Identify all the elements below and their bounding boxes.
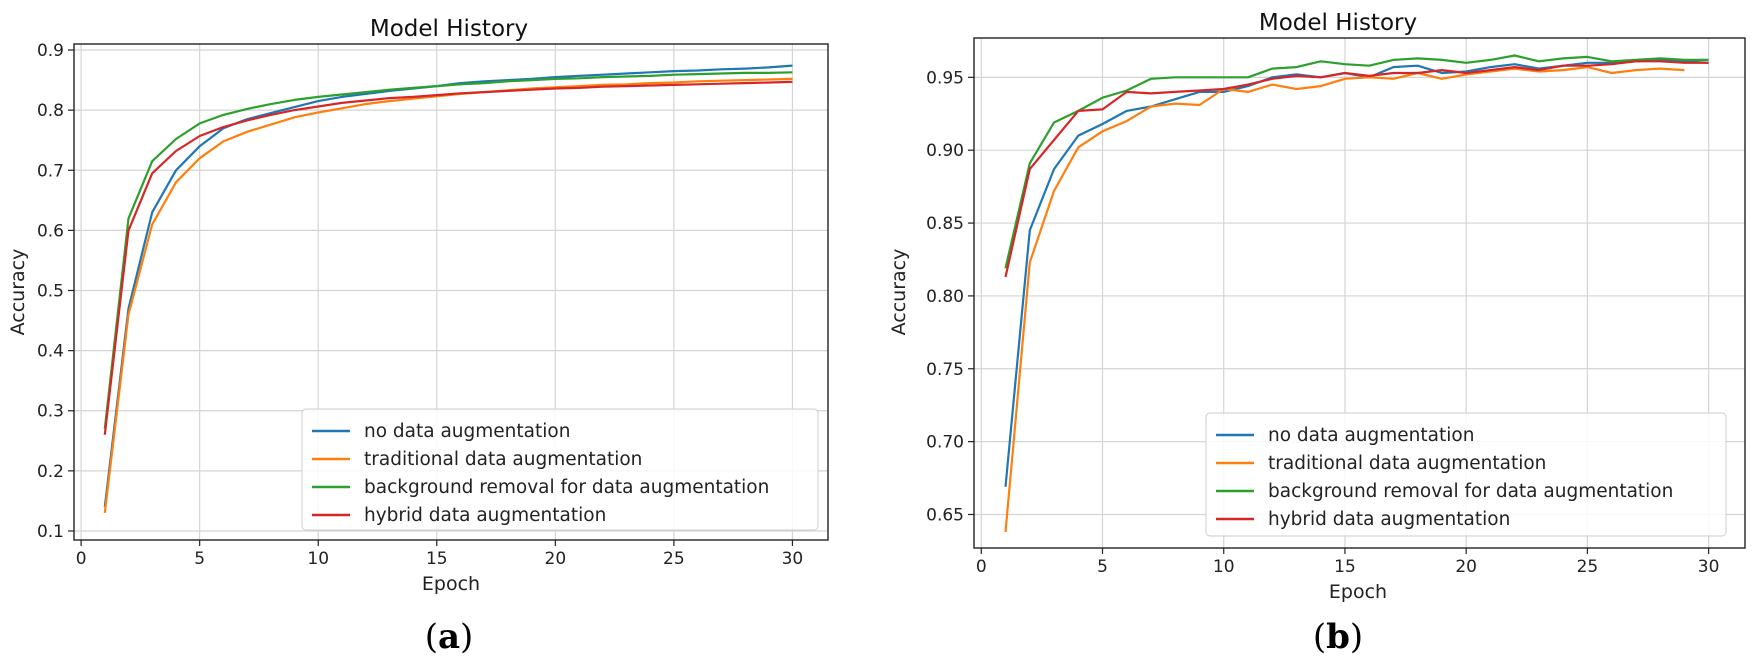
x-tick-label: 25 <box>663 549 685 569</box>
y-tick-label: 0.70 <box>926 433 964 453</box>
series-line-2 <box>1004 65 1685 533</box>
y-tick-label: 0.85 <box>926 214 964 234</box>
x-tick-label: 25 <box>1577 557 1599 577</box>
y-tick-label: 0.8 <box>37 101 64 121</box>
y-tick-label: 0.80 <box>926 287 964 307</box>
y-tick-label: 0.1 <box>37 522 64 542</box>
y-tick-label: 0.2 <box>37 462 64 482</box>
legend-label: background removal for data augmentation <box>1268 481 1673 502</box>
x-tick-label: 15 <box>426 549 448 569</box>
x-tick-label: 0 <box>76 549 87 569</box>
y-tick-label: 0.90 <box>926 141 964 161</box>
y-tick-label: 0.75 <box>926 360 964 380</box>
legend-label: background removal for data augmentation <box>364 477 769 498</box>
legend-label: no data augmentation <box>1268 425 1474 446</box>
chart-a-caption-letter: a <box>438 617 460 657</box>
series-line-3 <box>103 71 793 429</box>
legend-label: hybrid data augmentation <box>364 505 606 526</box>
chart-a-y-ticks: 0.1 0.2 0.3 0.4 0.5 0.6 0.7 0.8 0.9 <box>37 41 74 542</box>
legend-label: traditional data augmentation <box>1268 453 1546 474</box>
y-tick-label: 0.5 <box>37 281 64 301</box>
chart-b-title: Model History <box>1259 10 1417 36</box>
chart-a-lines <box>103 64 793 514</box>
x-tick-label: 0 <box>976 557 987 577</box>
y-tick-label: 0.9 <box>37 41 64 61</box>
x-tick-label: 10 <box>307 549 329 569</box>
series-line-4 <box>103 80 793 435</box>
x-tick-label: 30 <box>1698 557 1720 577</box>
chart-b-x-label: Epoch <box>1329 581 1387 603</box>
y-tick-label: 0.7 <box>37 161 64 181</box>
chart-b-caption-letter: b <box>1326 617 1350 657</box>
y-tick-label: 0.4 <box>37 342 64 362</box>
chart-b-x-ticks: 0 5 10 15 20 25 30 <box>976 548 1720 577</box>
chart-a-caption: (a) <box>425 617 474 657</box>
legend-label: hybrid data augmentation <box>1268 509 1510 530</box>
chart-a-legend: no data augmentation traditional data aug… <box>301 408 819 531</box>
chart-a-title: Model History <box>370 16 528 42</box>
chart-a-grid <box>74 44 828 540</box>
x-tick-label: 20 <box>1455 557 1477 577</box>
x-tick-label: 10 <box>1213 557 1235 577</box>
chart-b-legend-box <box>1205 412 1727 537</box>
y-tick-label: 0.95 <box>926 68 964 88</box>
x-tick-label: 5 <box>1097 557 1108 577</box>
x-tick-label: 20 <box>545 549 567 569</box>
x-tick-label: 5 <box>194 549 205 569</box>
chart-a-x-ticks: 0 5 10 15 20 25 30 <box>76 540 804 569</box>
chart-b-legend: no data augmentation traditional data aug… <box>1205 412 1727 537</box>
chart-a-legend-box <box>301 408 819 531</box>
chart-a-y-label: Accuracy <box>7 249 29 336</box>
x-tick-label: 30 <box>782 549 804 569</box>
x-tick-label: 15 <box>1334 557 1356 577</box>
y-tick-label: 0.6 <box>37 221 64 241</box>
chart-a-x-label: Epoch <box>422 573 480 595</box>
chart-b-lines <box>1004 54 1709 533</box>
chart-b-plot-frame <box>973 37 1746 549</box>
chart-b-y-label: Accuracy <box>888 249 910 336</box>
chart-a-plot-frame <box>73 43 829 541</box>
series-line-4 <box>1004 60 1709 278</box>
chart-a: Model History 0 5 10 15 20 25 30 0.10.20.30.40… <box>7 16 829 657</box>
y-tick-label: 0.3 <box>37 402 64 422</box>
chart-b-caption: (b) <box>1313 617 1363 657</box>
legend-label: traditional data augmentation <box>364 449 642 470</box>
y-tick-label: 0.65 <box>926 505 964 525</box>
legend-label: no data augmentation <box>364 421 570 442</box>
series-line-3 <box>1004 54 1709 269</box>
chart-b-y-ticks: 0.65 0.70 0.75 0.80 0.85 0.90 0.95 <box>926 68 974 525</box>
chart-b: Model History 0 5 10 15 20 25 30 0.650.700.750… <box>888 10 1746 657</box>
